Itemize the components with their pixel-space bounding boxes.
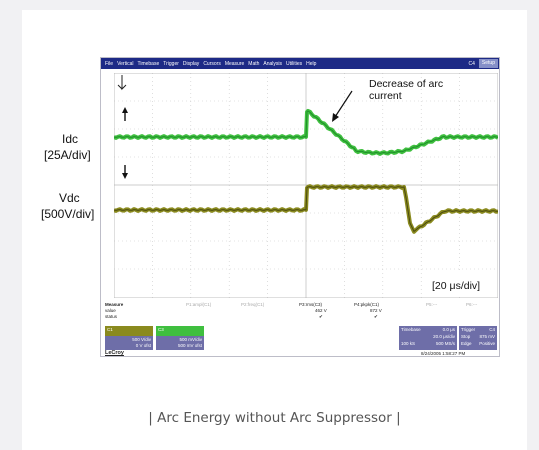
- menu-measure[interactable]: Measure: [224, 60, 245, 67]
- timebase-panel[interactable]: Timebase 0.0 μs 20.0 μs/div 100 kS 500 M…: [399, 326, 457, 350]
- idc-current-trace-core: [114, 110, 498, 154]
- datetime-stamp: 8/24/2005 1:58:27 PM: [421, 351, 466, 356]
- idc-label: Idc [25A/div]: [44, 132, 91, 162]
- vdc-voltage-trace-core: [114, 186, 498, 233]
- waveform-plot: Decrease of arc current [20 μs/div]: [114, 73, 498, 298]
- channel-c3-settings[interactable]: 500 mV/div 500 mV ofst: [156, 336, 204, 350]
- menu-timebase[interactable]: Timebase: [137, 60, 160, 67]
- annotation-text-2: current: [369, 90, 402, 102]
- menu-display[interactable]: Display: [182, 60, 200, 67]
- measure-value-row: value: [105, 308, 116, 313]
- measure-p4-value: 872 V: [370, 308, 382, 313]
- measure-p4-check-icon: ✔: [374, 314, 378, 319]
- measure-status-row: status: [105, 314, 118, 319]
- scope-menubar: File Vertical Timebase Trigger Display C…: [101, 58, 499, 69]
- oscilloscope-screen: File Vertical Timebase Trigger Display C…: [100, 57, 500, 357]
- vdc-label: Vdc [500V/div]: [41, 191, 95, 221]
- channel-c1-badge[interactable]: C1: [105, 326, 153, 336]
- setup-button[interactable]: Setup: [478, 59, 498, 68]
- measure-p1[interactable]: P1:ampl(C1): [186, 302, 212, 307]
- menu-help[interactable]: Help: [306, 60, 317, 67]
- trigger-panel[interactable]: Trigger C4 Stop 875 mV Edge Positive: [459, 326, 497, 350]
- annotation-arrow-icon: [332, 90, 353, 122]
- menu-math[interactable]: Math: [248, 60, 260, 67]
- menu-utilities[interactable]: Utilities: [286, 60, 303, 67]
- measure-p6[interactable]: P6:---: [466, 302, 478, 307]
- menu-analysis[interactable]: Analysis: [263, 60, 283, 67]
- menu-file[interactable]: File: [105, 60, 114, 67]
- channel-c3-badge[interactable]: C3: [156, 326, 204, 336]
- measure-title: Measure: [105, 302, 124, 307]
- measure-p4[interactable]: P4:pkpk(C1): [354, 302, 380, 307]
- lecroy-logo: LeCroy: [105, 350, 124, 356]
- measure-p2[interactable]: P2:freq(C1): [241, 302, 265, 307]
- measure-p3-value: 462 V: [315, 308, 327, 313]
- measurement-panel: Measure value status P1:ampl(C1) P2:freq…: [101, 300, 499, 356]
- channel-c1-settings[interactable]: 500 V/div 0 V ofst: [105, 336, 153, 350]
- time-scale-label: [20 μs/div]: [432, 280, 480, 292]
- measure-p3-check-icon: ✔: [319, 314, 323, 319]
- menu-cursors[interactable]: Cursors: [203, 60, 221, 67]
- figure-caption: | Arc Energy without Arc Suppressor |: [148, 410, 401, 426]
- measure-p5[interactable]: P5:---: [426, 302, 438, 307]
- menu-trigger[interactable]: Trigger: [163, 60, 179, 67]
- vdc-arrow-icon: [122, 165, 128, 179]
- menu-c4[interactable]: C4: [468, 60, 475, 67]
- idc-arrow-icon: [122, 107, 128, 121]
- measure-p3[interactable]: P3:rms(C3): [299, 302, 323, 307]
- menu-vertical[interactable]: Vertical: [117, 60, 134, 67]
- annotation-text-1: Decrease of arc: [369, 78, 443, 90]
